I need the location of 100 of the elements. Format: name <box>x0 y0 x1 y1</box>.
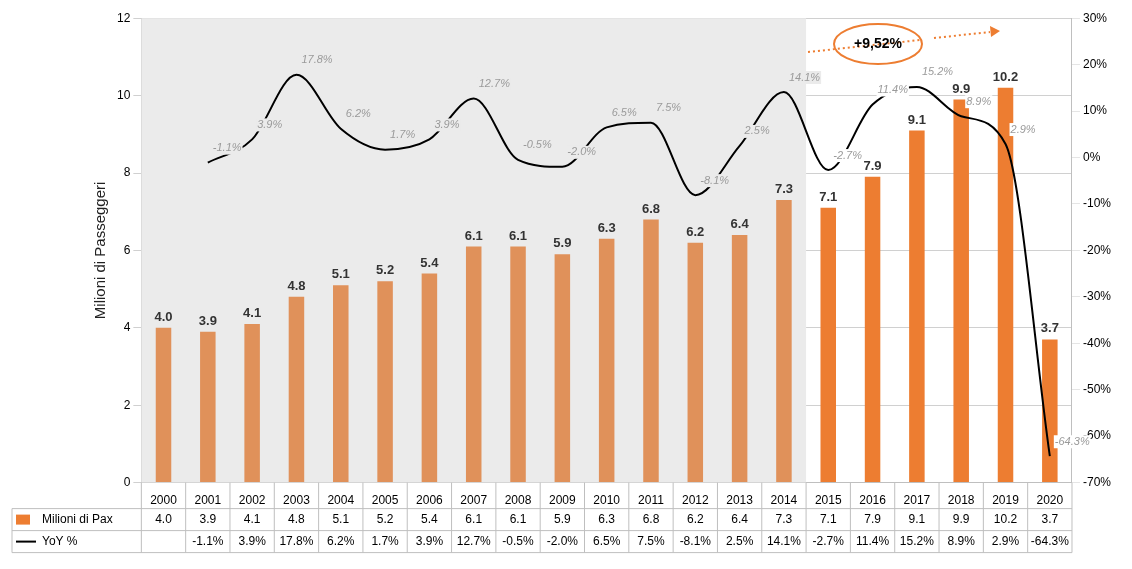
x-tick-label: 2002 <box>238 493 266 508</box>
x-tick-label: 2000 <box>150 493 178 508</box>
text: 3.9% <box>434 117 460 130</box>
x-tick-label: 2007 <box>460 493 488 508</box>
text: 14.1% <box>788 70 821 83</box>
text: 4.1 <box>243 305 262 321</box>
data-label: -0.5% <box>502 533 535 548</box>
data-label: 6.1 <box>509 511 527 526</box>
y2-tick-label: -50% <box>1082 382 1112 397</box>
annotation: +9,52% <box>853 35 903 51</box>
text: 10.2 <box>992 68 1019 84</box>
text: 3.9% <box>257 117 283 130</box>
text: 4.0 <box>154 308 173 324</box>
y-tick-label: 6 <box>123 242 131 257</box>
x-tick-label: 2008 <box>504 493 532 508</box>
bar <box>864 176 881 483</box>
x-tick-label: 2001 <box>194 493 222 508</box>
y2-tick-label: 10% <box>1082 103 1108 118</box>
x-tick-label: 2019 <box>992 493 1020 508</box>
data-label: 6.2 <box>686 511 704 526</box>
data-label: 2.9% <box>991 533 1020 548</box>
y2-tick-label: 0% <box>1082 149 1101 164</box>
text: 6.8 <box>641 200 661 216</box>
data-label: 6.1 <box>465 511 483 526</box>
y2-tick-label: 30% <box>1082 10 1108 25</box>
data-label: 14.1% <box>766 533 802 548</box>
data-label: 7.1 <box>819 511 837 526</box>
y2-tick-label: -20% <box>1082 242 1112 257</box>
legend-label: YoY % <box>42 533 78 548</box>
bar <box>333 285 349 483</box>
text: -8.1% <box>700 173 730 186</box>
data-label: 6.2% <box>327 533 355 548</box>
y-tick-label: 10 <box>116 87 131 102</box>
x-tick-label: 2009 <box>549 493 577 508</box>
x-tick-label: 2006 <box>416 493 444 508</box>
data-label: 9.9 <box>952 511 970 526</box>
text: 7.3 <box>774 181 793 197</box>
data-label: 15.2% <box>899 533 935 548</box>
text: 6.2 <box>686 223 705 239</box>
data-label: 12.7% <box>456 533 492 548</box>
data-label: 3.9 <box>199 511 217 526</box>
data-label: 7.9 <box>864 511 882 526</box>
bar <box>820 207 836 483</box>
data-label: 6.3 <box>598 511 616 526</box>
text: 2.9% <box>1010 122 1036 135</box>
x-tick-label: 2010 <box>593 493 621 508</box>
x-tick-label: 2015 <box>814 493 842 508</box>
data-label: 3.9% <box>415 533 444 548</box>
x-tick-label: 2003 <box>283 493 311 508</box>
y-tick-label: 4 <box>123 320 131 335</box>
bar <box>421 273 438 483</box>
x-tick-label: 2018 <box>947 493 975 508</box>
y-axis-title: Milioni di Passeggeri <box>91 181 109 320</box>
data-label: -64.3% <box>1030 533 1070 548</box>
x-tick-label: 2012 <box>681 493 709 508</box>
data-label: 6.5% <box>592 533 621 548</box>
text: 11.4% <box>877 83 908 96</box>
bar <box>200 331 216 483</box>
bar <box>155 327 172 483</box>
data-label: 17.8% <box>279 533 314 548</box>
text: 3.9 <box>198 312 217 328</box>
data-label: 7.5% <box>637 533 665 548</box>
text: 6.1 <box>509 227 528 243</box>
data-label: -1.1% <box>192 533 224 548</box>
data-label: 11.4% <box>855 533 890 548</box>
text: -0.5% <box>523 138 552 151</box>
data-label: 4.0 <box>155 511 173 526</box>
y-tick-label: 8 <box>123 165 131 180</box>
data-label: 2.5% <box>725 533 754 548</box>
y-tick-label: 2 <box>123 397 131 412</box>
data-label: 5.4 <box>421 511 439 526</box>
data-label: 10.2 <box>993 511 1018 526</box>
text: 3.7 <box>1040 320 1059 336</box>
data-label: 4.8 <box>288 511 306 526</box>
data-label: 5.2 <box>376 511 394 526</box>
text: 5.9 <box>553 235 572 251</box>
bar <box>244 323 260 483</box>
x-tick-label: 2004 <box>327 493 355 508</box>
text: 5.1 <box>331 266 350 282</box>
data-label: 7.3 <box>775 511 793 526</box>
y2-tick-label: -10% <box>1082 196 1112 211</box>
text: -1.1% <box>212 141 242 154</box>
text: 6.4 <box>730 216 749 231</box>
text: 4.8 <box>287 277 306 293</box>
bar <box>554 254 571 483</box>
x-tick-label: 2020 <box>1036 493 1064 508</box>
data-label: 3.9% <box>238 533 267 548</box>
bar <box>643 219 659 483</box>
bar <box>687 242 704 483</box>
x-tick-label: 2005 <box>371 493 399 508</box>
y2-tick-label: -70% <box>1082 474 1112 489</box>
data-label: 1.7% <box>371 533 400 548</box>
legend-label: Milioni di Pax <box>42 511 113 526</box>
bar <box>731 234 748 483</box>
x-tick-label: 2014 <box>770 493 798 508</box>
text: 2.5% <box>744 124 770 137</box>
y2-tick-label: -30% <box>1082 289 1112 304</box>
bar <box>776 200 792 483</box>
x-tick-label: 2017 <box>903 493 931 508</box>
text: 12.7% <box>478 77 510 90</box>
